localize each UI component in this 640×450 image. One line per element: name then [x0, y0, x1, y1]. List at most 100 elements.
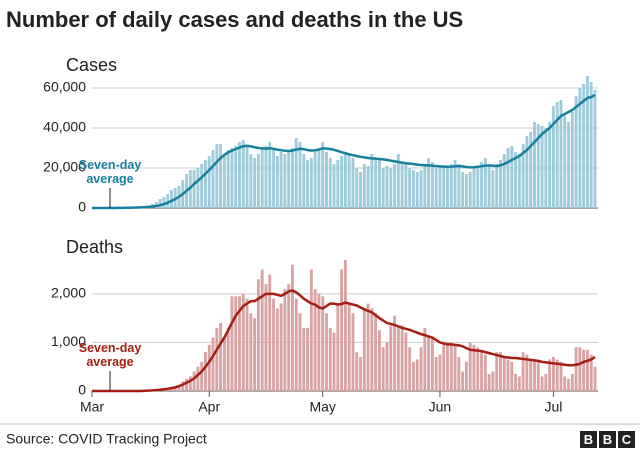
- bar: [321, 296, 325, 391]
- bar: [529, 132, 533, 208]
- bar: [396, 154, 400, 208]
- bar: [585, 349, 589, 391]
- bar: [275, 308, 279, 391]
- bar: [256, 154, 260, 208]
- bar: [253, 318, 257, 391]
- bar: [256, 279, 260, 391]
- bar: [291, 264, 294, 391]
- bar: [487, 374, 491, 391]
- y-tick-label: 2,000: [51, 285, 86, 301]
- bar: [415, 172, 419, 208]
- bar: [309, 158, 313, 208]
- bar: [536, 124, 540, 208]
- bar: [559, 361, 563, 391]
- line: [92, 93, 596, 210]
- bar: [589, 82, 593, 208]
- bar: [332, 332, 336, 391]
- chart-title: Number of daily cases and deaths in the …: [6, 7, 463, 32]
- bar: [283, 154, 287, 208]
- bar: [321, 142, 325, 208]
- bar: [415, 359, 419, 391]
- logo-box: [580, 431, 597, 448]
- bar: [430, 162, 434, 208]
- bar: [563, 116, 567, 208]
- bar: [446, 168, 449, 208]
- bar: [377, 160, 381, 208]
- bar: [313, 152, 317, 208]
- logo-box: [599, 431, 616, 448]
- bar: [215, 327, 219, 391]
- panel-title: Cases: [66, 55, 117, 75]
- bar: [374, 313, 378, 391]
- bar: [389, 168, 393, 208]
- bar: [268, 142, 272, 208]
- bar: [283, 289, 287, 391]
- bar: [404, 164, 408, 208]
- bar: [423, 164, 427, 208]
- y-tick-label: 1,000: [51, 333, 86, 349]
- bar: [548, 359, 552, 391]
- bar: [385, 342, 389, 391]
- bar: [226, 327, 230, 391]
- bar: [393, 164, 396, 208]
- x-tick-label: May: [309, 399, 335, 415]
- bar: [328, 158, 332, 208]
- bar: [464, 361, 468, 391]
- bar: [245, 298, 249, 391]
- bar: [253, 158, 257, 208]
- logo-letter: C: [622, 432, 632, 447]
- bar: [389, 325, 393, 391]
- bar: [585, 76, 589, 208]
- bar: [377, 330, 381, 391]
- y-tick-label: 20,000: [43, 159, 86, 175]
- bar: [570, 112, 574, 208]
- bar: [449, 342, 453, 391]
- bar: [362, 308, 366, 391]
- bar: [567, 122, 570, 208]
- bar: [325, 313, 328, 391]
- bar: [222, 337, 226, 391]
- bar: [238, 296, 241, 391]
- bar: [204, 160, 207, 208]
- bar: [275, 156, 279, 208]
- bar: [476, 347, 480, 391]
- bar: [555, 359, 559, 391]
- bar: [272, 150, 275, 208]
- bar: [298, 313, 302, 391]
- bar: [302, 154, 306, 208]
- bar: [211, 337, 215, 391]
- bar: [419, 347, 423, 391]
- bar: [502, 154, 506, 208]
- bar: [207, 344, 211, 391]
- bar: [453, 160, 457, 208]
- bar: [279, 303, 283, 391]
- bar: [238, 142, 241, 208]
- bar: [536, 361, 540, 391]
- x-tick-label: Mar: [80, 399, 104, 415]
- bar: [434, 357, 438, 391]
- bar: [446, 342, 449, 391]
- bar: [366, 303, 370, 391]
- bar: [264, 146, 268, 208]
- bar: [495, 164, 499, 208]
- bar: [593, 366, 597, 391]
- bar: [355, 352, 359, 391]
- bar: [427, 335, 431, 391]
- bar: [313, 289, 317, 391]
- annotation: Seven-day average: [78, 158, 142, 186]
- bar: [472, 344, 476, 391]
- bar: [533, 122, 536, 208]
- bar: [480, 162, 483, 208]
- bar: [219, 144, 223, 208]
- y-tick-label: 0: [78, 199, 86, 215]
- bar: [343, 152, 347, 208]
- bar: [336, 303, 340, 391]
- bar: [302, 327, 306, 391]
- bar: [222, 156, 226, 208]
- bar: [241, 293, 245, 391]
- bar: [567, 378, 570, 391]
- bar: [510, 361, 514, 391]
- y-tick-label: 0: [78, 382, 86, 398]
- bar: [196, 366, 200, 391]
